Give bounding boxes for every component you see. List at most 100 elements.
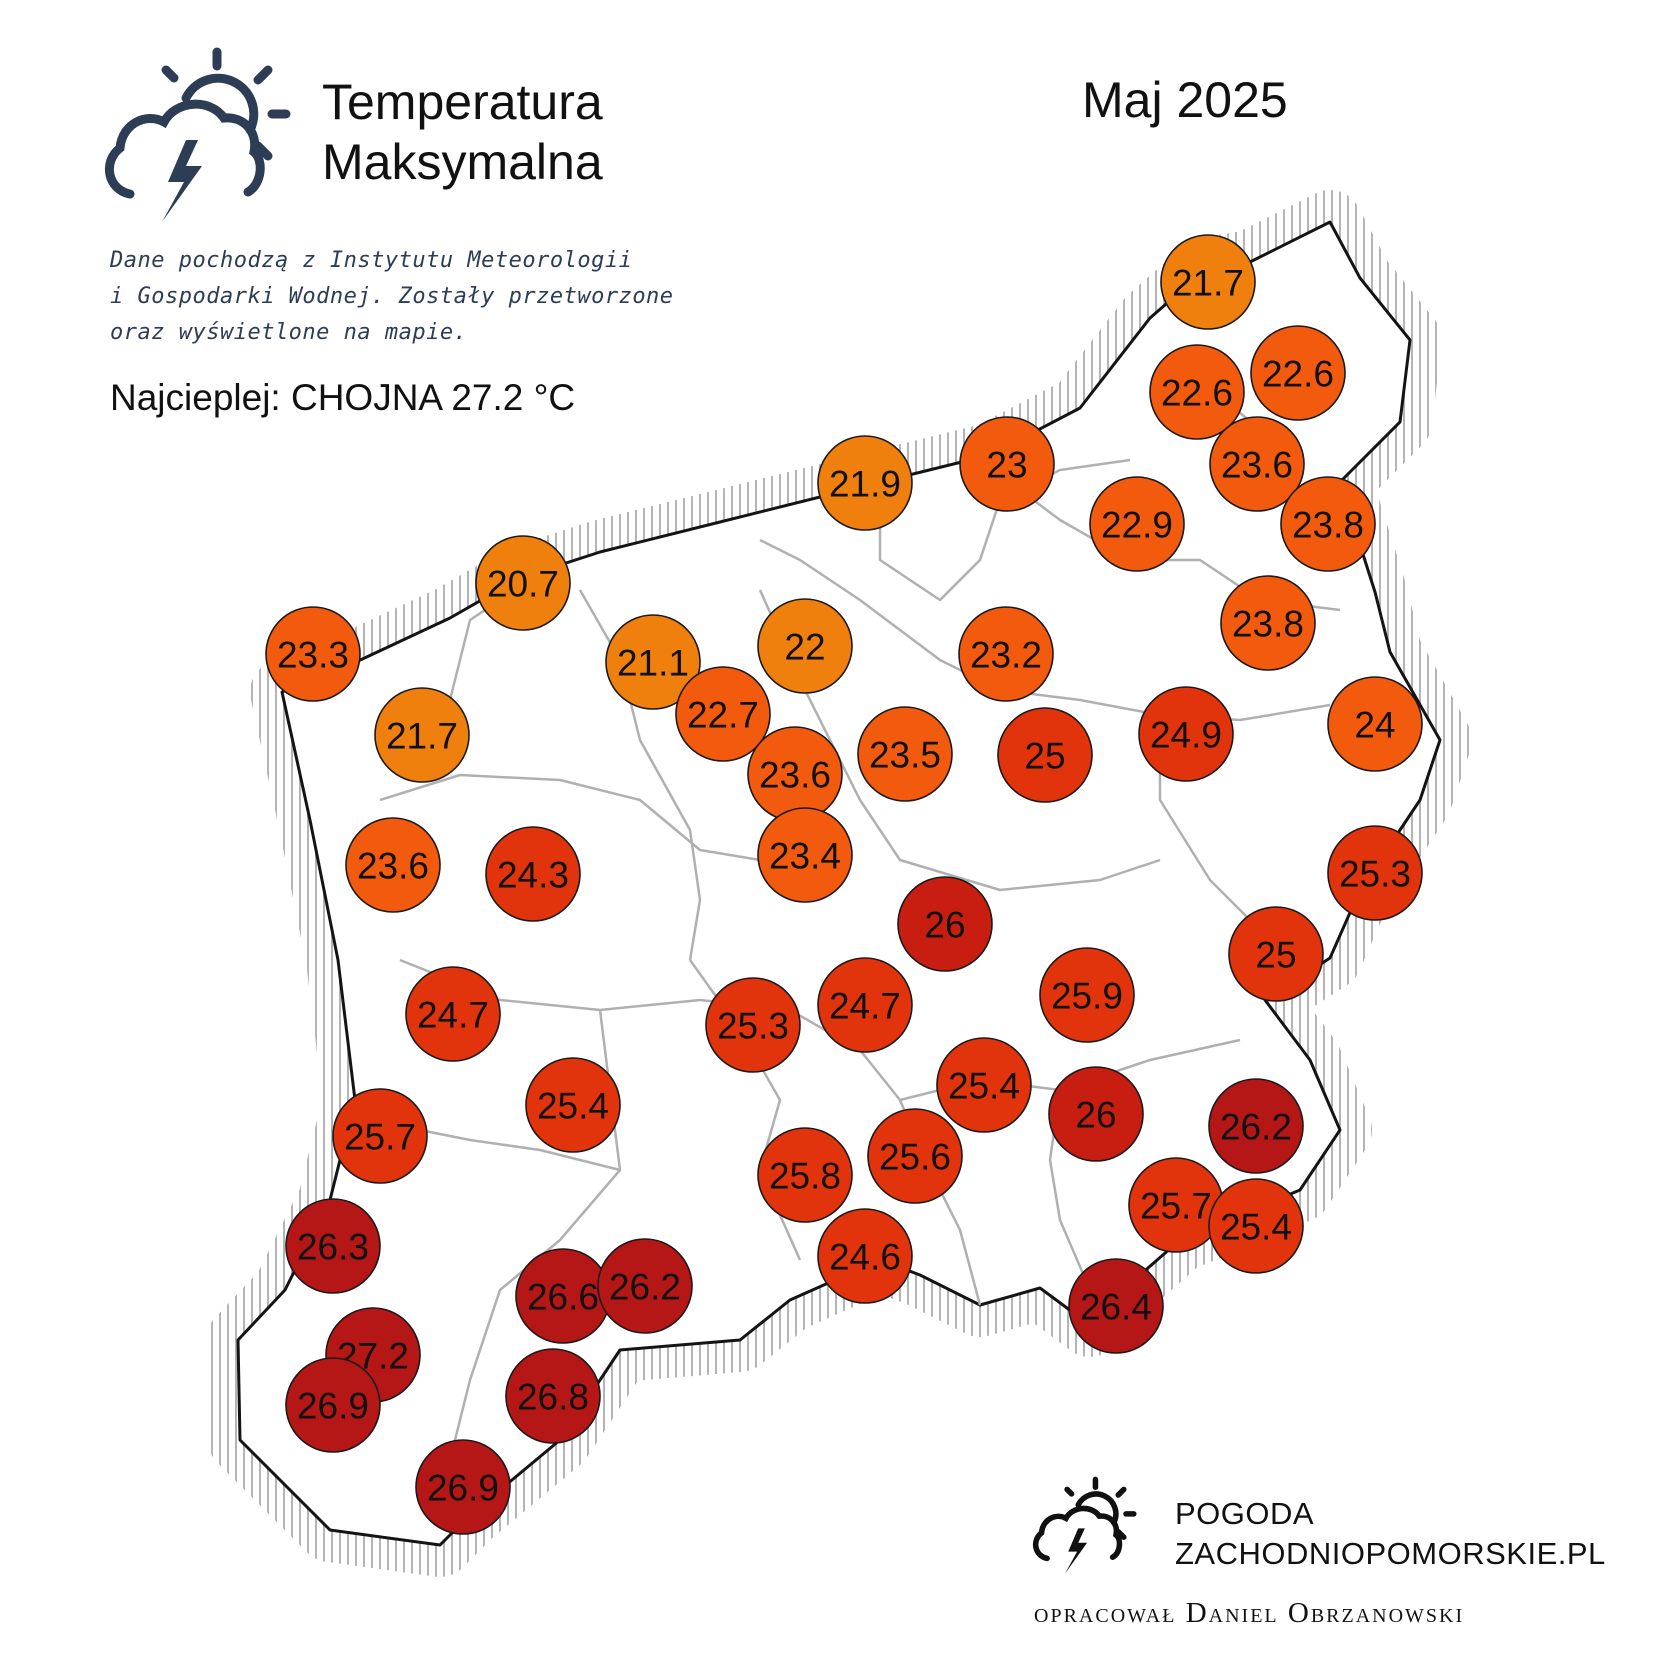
- brand-name: POGODA ZACHODNIOPOMORSKIE.PL: [1175, 1494, 1606, 1574]
- source-note-line-3: oraz wyświetlone na mapie.: [110, 320, 468, 345]
- station-marker: 21.9: [817, 435, 913, 531]
- station-circle: [817, 1208, 913, 1304]
- title-line-1: Temperatura: [322, 74, 603, 130]
- period-label: Maj 2025: [1082, 72, 1288, 128]
- station-value-label: 21.7: [386, 716, 458, 757]
- station-marker: 23.6: [345, 817, 441, 913]
- station-circle: [757, 598, 853, 694]
- station-value-label: 25.3: [717, 1006, 789, 1047]
- station-circle: [405, 966, 501, 1062]
- station-value-label: 20.7: [487, 564, 559, 605]
- station-value-label: 25: [1024, 736, 1065, 777]
- station-marker: 26.6: [515, 1248, 611, 1344]
- station-value-label: 21.7: [1172, 263, 1244, 304]
- station-circle: [485, 826, 581, 922]
- station-value-label: 24.9: [1150, 715, 1222, 756]
- station-value-label: 22.9: [1101, 505, 1173, 546]
- station-circle: [597, 1238, 693, 1334]
- station-marker: 23.8: [1220, 575, 1316, 671]
- brand-line-1: POGODA: [1175, 1496, 1315, 1531]
- station-marker: 25: [1228, 906, 1324, 1002]
- station-marker: 23.4: [757, 807, 853, 903]
- station-value-label: 22.6: [1262, 354, 1334, 395]
- station-marker: 26.3: [285, 1198, 381, 1294]
- station-circle: [997, 707, 1093, 803]
- station-value-label: 23.8: [1232, 604, 1304, 645]
- station-marker: 25.7: [1128, 1157, 1224, 1253]
- station-marker: 26.9: [415, 1439, 511, 1535]
- station-marker: 26.9: [285, 1357, 381, 1453]
- station-marker: 23.5: [857, 706, 953, 802]
- station-circle: [374, 687, 470, 783]
- station-marker: 21.7: [1160, 234, 1256, 330]
- station-circle: [1327, 676, 1423, 772]
- station-circle: [675, 666, 771, 762]
- brand-line-2: ZACHODNIOPOMORSKIE.PL: [1175, 1536, 1606, 1571]
- station-markers: 21.7 22.6 22.6 23.6 23 22.9 23.8 21.9 23.8 20.7 23…: [265, 234, 1423, 1535]
- station-value-label: 26.4: [1080, 1287, 1152, 1328]
- station-circle: [1327, 825, 1423, 921]
- station-circle: [1149, 344, 1245, 440]
- station-value-label: 25.6: [879, 1137, 951, 1178]
- station-marker: 25: [997, 707, 1093, 803]
- cloud-sun-lightning-icon: [1032, 1476, 1137, 1574]
- station-value-label: 23.6: [1221, 445, 1293, 486]
- station-circle: [757, 1127, 853, 1223]
- station-circle: [867, 1108, 963, 1204]
- station-circle: [1138, 686, 1234, 782]
- station-circle: [1220, 575, 1316, 671]
- station-circle: [285, 1198, 381, 1294]
- station-value-label: 25.4: [537, 1086, 609, 1127]
- station-marker: 23.2: [958, 606, 1054, 702]
- station-marker: 23.3: [265, 606, 361, 702]
- station-value-label: 23.6: [759, 755, 831, 796]
- cloud-sun-lightning-icon: [105, 47, 291, 222]
- source-note-line-1: Dane pochodzą z Instytutu Meteorologii: [110, 248, 633, 273]
- station-marker: 20.7: [475, 535, 571, 631]
- station-marker: 25.6: [867, 1108, 963, 1204]
- station-circle: [332, 1088, 428, 1184]
- station-marker: 25.4: [525, 1057, 621, 1153]
- station-circle: [345, 817, 441, 913]
- station-circle: [936, 1037, 1032, 1133]
- station-value-label: 23.5: [869, 735, 941, 776]
- station-value-label: 24: [1354, 705, 1395, 746]
- station-marker: 26.8: [505, 1348, 601, 1444]
- hottest-station-label: Najcieplej: CHOJNA 27.2 °C: [110, 377, 576, 418]
- station-marker: 25.9: [1039, 947, 1135, 1043]
- station-circle: [1089, 476, 1185, 572]
- station-value-label: 26.9: [297, 1386, 369, 1427]
- station-value-label: 25.7: [344, 1117, 416, 1158]
- station-circle: [1208, 1178, 1304, 1274]
- station-value-label: 22: [784, 627, 825, 668]
- station-marker: 22: [757, 598, 853, 694]
- station-circle: [817, 435, 913, 531]
- station-circle: [1228, 906, 1324, 1002]
- station-value-label: 21.9: [829, 464, 901, 505]
- station-value-label: 23.8: [1292, 505, 1364, 546]
- station-marker: 22.6: [1149, 344, 1245, 440]
- station-marker: 24.6: [817, 1208, 913, 1304]
- station-circle: [959, 416, 1055, 512]
- station-value-label: 23.3: [277, 635, 349, 676]
- station-marker: 26.4: [1068, 1258, 1164, 1354]
- station-value-label: 25.8: [769, 1156, 841, 1197]
- source-note-line-2: i Gospodarki Wodnej. Zostały przetworzon…: [110, 284, 674, 309]
- station-value-label: 26.3: [297, 1227, 369, 1268]
- station-value-label: 25.4: [948, 1066, 1020, 1107]
- station-circle: [757, 807, 853, 903]
- station-value-label: 24.3: [497, 855, 569, 896]
- station-marker: 26: [1048, 1066, 1144, 1162]
- station-circle: [605, 614, 701, 710]
- station-marker: 25.8: [757, 1127, 853, 1223]
- station-value-label: 26.9: [427, 1468, 499, 1509]
- station-marker: 25.4: [1208, 1178, 1304, 1274]
- station-circle: [1209, 416, 1305, 512]
- station-value-label: 23.6: [357, 846, 429, 887]
- station-circle: [857, 706, 953, 802]
- station-value-label: 26.8: [517, 1377, 589, 1418]
- station-value-label: 26: [924, 905, 965, 946]
- station-circle: [1039, 947, 1135, 1043]
- station-marker: 23: [959, 416, 1055, 512]
- station-circle: [817, 957, 913, 1053]
